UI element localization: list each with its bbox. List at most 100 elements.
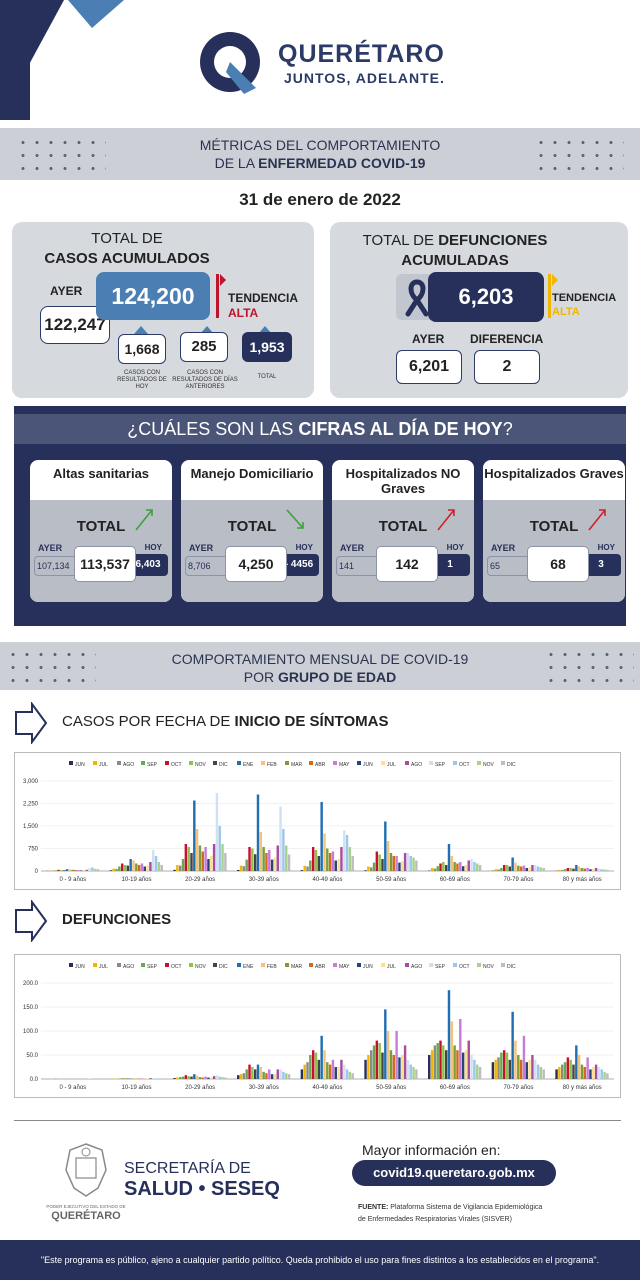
secretaria-line2: SALUD • SESEQ (124, 1178, 280, 1200)
report-date: 31 de enero de 2022 (239, 190, 401, 209)
legend-label: NOV (483, 762, 495, 768)
legend-label: OCT (459, 964, 470, 970)
bar (536, 1064, 540, 1079)
bar (149, 1078, 152, 1079)
legend-label: NOV (483, 964, 495, 970)
x-tick-label: 20-29 años (185, 877, 215, 883)
banner-line2: DE LA ENFERMEDAD COVID-19 (214, 155, 426, 171)
y-tick-label: 750 (28, 847, 39, 853)
legend-label: MAR (291, 762, 303, 768)
bar (239, 1074, 243, 1079)
cases-ayer-label: AYER (50, 284, 83, 298)
legend-label: AGO (411, 964, 422, 970)
arrow-right-icon (15, 900, 48, 942)
deaths-title1: TOTAL DE DEFUNCIONES (362, 232, 548, 249)
dots-decoration-right (534, 136, 624, 172)
bar (603, 1071, 606, 1079)
tile-title: Hospitalizados NO Graves (345, 466, 461, 496)
tile-ayer-label: AYER (189, 543, 214, 553)
dots-decoration-left (16, 136, 106, 172)
bar (577, 1055, 581, 1079)
bar (210, 1077, 213, 1079)
dots-decoration-right (544, 648, 634, 684)
bar (221, 844, 224, 871)
bar (505, 1052, 509, 1079)
legend-label: JUL (387, 964, 396, 970)
bar (326, 848, 329, 871)
seal-text1: PODER EJECUTIVO DEL ESTADO DE (46, 1204, 126, 1209)
bar (403, 853, 407, 871)
legend-swatch (477, 761, 481, 765)
bar (270, 1074, 274, 1079)
legend-swatch (453, 761, 457, 765)
legend-label: FEB (267, 762, 277, 768)
legend-swatch (309, 761, 313, 765)
bar (262, 1071, 265, 1079)
y-tick-label: 100.0 (23, 1029, 39, 1035)
bar (152, 1078, 155, 1079)
bar (77, 870, 80, 871)
bar (497, 1057, 500, 1079)
legend-label: JUL (99, 762, 108, 768)
corner-graphic (0, 0, 124, 120)
today-tile: Manejo Domiciliario TOTAL AYER HOY 8,706- 44… (181, 460, 323, 602)
bar (403, 1045, 407, 1079)
bar (300, 1069, 304, 1079)
legend-label: OCT (171, 964, 182, 970)
bar (157, 862, 161, 871)
today-panel: ¿CUÁLES SON LAS CIFRAS AL DÍA DE HOY? Al… (14, 406, 626, 626)
bar (287, 854, 291, 871)
bar (569, 868, 572, 871)
bar (592, 1067, 595, 1079)
tile-total-label: TOTAL (529, 518, 579, 535)
bar (563, 869, 567, 871)
bar (478, 1067, 482, 1079)
bar (381, 1052, 384, 1079)
legend-label: JUN (75, 964, 85, 970)
bar (566, 868, 570, 871)
x-tick-label: 10-19 años (121, 1085, 151, 1091)
deaths-tendencia-value: ALTA (552, 306, 580, 318)
bar (522, 1035, 526, 1079)
bar (259, 1067, 263, 1079)
bar (519, 1059, 523, 1079)
legend-label: JUN (75, 762, 85, 768)
legend-swatch (333, 761, 337, 765)
bar (311, 1050, 315, 1079)
section-cases-title: CASOS POR FECHA DE INICIO DE SÍNTOMAS (62, 713, 389, 730)
bar (328, 1064, 332, 1079)
monthly-banner: COMPORTAMIENTO MENSUAL DE COVID-19 POR G… (0, 642, 640, 690)
legend-swatch (237, 963, 241, 967)
legend-swatch (357, 963, 361, 967)
tile-total-label: TOTAL (378, 518, 428, 535)
bar (351, 856, 354, 871)
bar (412, 1067, 415, 1079)
bar (54, 870, 57, 871)
bar (268, 1069, 271, 1079)
bar (215, 793, 219, 871)
cases-total-value: 124,200 (96, 272, 210, 320)
legend-swatch (285, 761, 289, 765)
info-url-link[interactable]: covid19.queretaro.gob.mx (352, 1160, 556, 1186)
legend-label: NOV (195, 964, 207, 970)
metrics-banner: MÉTRICAS DEL COMPORTAMIENTO DE LA ENFERM… (0, 128, 640, 180)
legend-label: ABR (315, 964, 326, 970)
legend-swatch (405, 963, 409, 967)
cases-chart: JUN JUL AGO SEP OCT NOV DIC ENE FEB MAR ABR MAY JUN J… (14, 752, 621, 890)
legend-swatch (501, 761, 505, 765)
bar (430, 868, 434, 871)
y-tick-label: 150.0 (23, 1005, 39, 1011)
bar (320, 1035, 323, 1079)
bar (464, 865, 468, 871)
bar (375, 851, 379, 871)
bar (467, 1040, 470, 1079)
bar (364, 1059, 367, 1079)
bar (323, 833, 326, 871)
x-tick-label: 60-69 años (440, 1085, 470, 1091)
legend-label: MAY (339, 964, 350, 970)
tendency-flag-icon (220, 274, 226, 286)
bar (375, 1040, 379, 1079)
bar (212, 1076, 216, 1079)
bar (334, 1067, 337, 1079)
bar (343, 1064, 346, 1079)
